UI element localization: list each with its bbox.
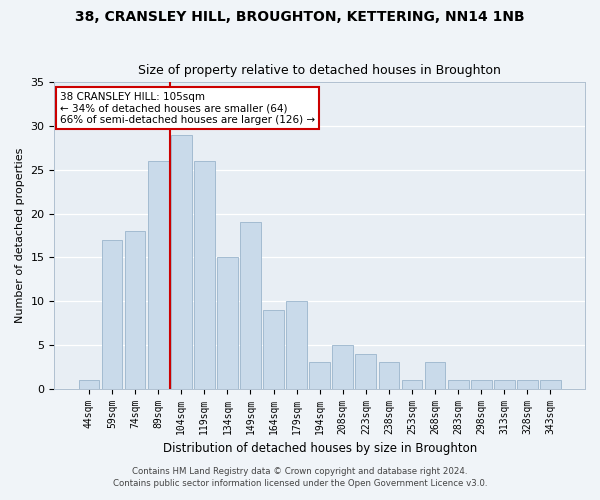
Bar (79, 380, 99, 388)
Bar (517, 380, 538, 388)
Bar (148, 161, 169, 388)
Bar (286, 301, 307, 388)
Bar (379, 362, 400, 388)
Bar (171, 135, 191, 388)
Y-axis label: Number of detached properties: Number of detached properties (15, 148, 25, 323)
Bar (355, 354, 376, 388)
Bar (240, 222, 261, 388)
Text: 38 CRANSLEY HILL: 105sqm
← 34% of detached houses are smaller (64)
66% of semi-d: 38 CRANSLEY HILL: 105sqm ← 34% of detach… (60, 92, 315, 124)
Bar (448, 380, 469, 388)
Text: 38, CRANSLEY HILL, BROUGHTON, KETTERING, NN14 1NB: 38, CRANSLEY HILL, BROUGHTON, KETTERING,… (75, 10, 525, 24)
Bar (125, 231, 145, 388)
Bar (494, 380, 515, 388)
Bar (471, 380, 491, 388)
Title: Size of property relative to detached houses in Broughton: Size of property relative to detached ho… (138, 64, 501, 77)
Bar (101, 240, 122, 388)
Bar (540, 380, 561, 388)
Bar (217, 258, 238, 388)
Bar (332, 345, 353, 389)
Bar (425, 362, 445, 388)
Bar (401, 380, 422, 388)
Bar (310, 362, 330, 388)
Bar (194, 161, 215, 388)
Bar (263, 310, 284, 388)
Text: Contains HM Land Registry data © Crown copyright and database right 2024.
Contai: Contains HM Land Registry data © Crown c… (113, 466, 487, 487)
X-axis label: Distribution of detached houses by size in Broughton: Distribution of detached houses by size … (163, 442, 477, 455)
